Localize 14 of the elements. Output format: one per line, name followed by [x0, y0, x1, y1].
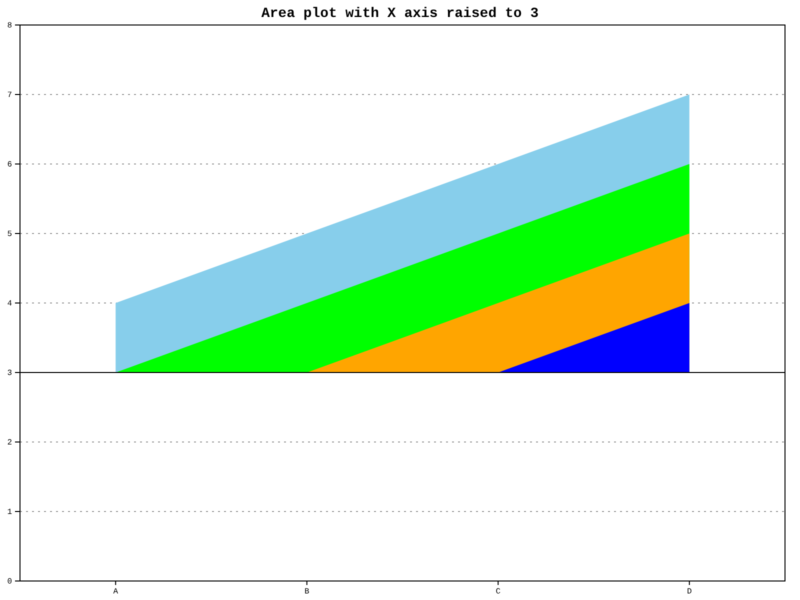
x-tick-label: A	[113, 588, 118, 597]
x-tick-label: C	[496, 588, 501, 597]
x-tick-label: D	[686, 588, 692, 597]
y-tick-label: 7	[7, 91, 12, 100]
chart-title: Area plot with X axis raised to 3	[261, 6, 539, 22]
y-tick-label: 0	[7, 578, 12, 587]
y-tick-label: 6	[7, 160, 12, 170]
y-tick-label: 4	[7, 300, 12, 309]
y-tick-label: 3	[7, 369, 12, 378]
y-tick-label: 2	[7, 438, 12, 448]
y-tick-label: 5	[7, 230, 12, 240]
y-tick-label: 8	[7, 22, 12, 31]
y-tick-label: 1	[7, 508, 12, 518]
x-tick-label: B	[304, 588, 310, 597]
